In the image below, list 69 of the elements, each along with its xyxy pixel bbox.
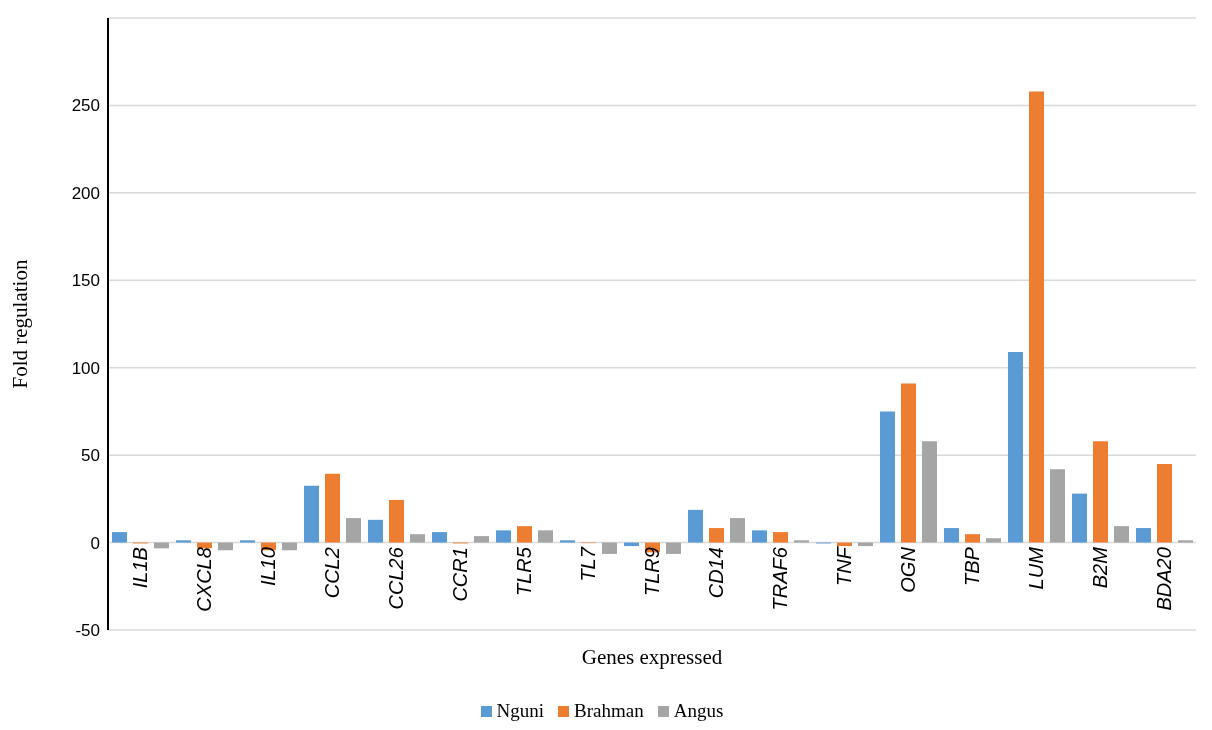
x-tick-label: OGN xyxy=(897,546,919,593)
bar xyxy=(773,532,788,543)
bar xyxy=(496,530,511,543)
bar xyxy=(517,526,532,543)
bar xyxy=(368,519,383,543)
x-tick-label: CXCL8 xyxy=(193,547,215,612)
x-tick-label: LUM xyxy=(1025,546,1047,590)
x-tick-label: TNF xyxy=(833,545,855,587)
bar xyxy=(922,441,937,543)
y-axis-title: Fold regulation xyxy=(8,259,33,389)
bar xyxy=(944,528,959,543)
x-tick-label: CCL2 xyxy=(321,547,343,599)
bar xyxy=(965,534,980,543)
bar xyxy=(112,532,127,543)
bar xyxy=(1029,91,1044,543)
bar xyxy=(432,532,447,543)
bar xyxy=(240,540,255,543)
legend-label: Brahman xyxy=(574,700,644,722)
x-tick-label: TLR5 xyxy=(513,546,535,597)
bar xyxy=(1178,540,1193,543)
x-tick-label: IL10 xyxy=(257,547,279,587)
x-tick-label: BDA20 xyxy=(1153,547,1175,611)
x-tick-label: CCR1 xyxy=(449,547,471,602)
y-tick-label: 0 xyxy=(90,533,100,553)
bar xyxy=(794,540,809,543)
x-tick-label: IL1B xyxy=(129,547,151,589)
x-tick-label: TBP xyxy=(961,546,983,587)
legend-label: Angus xyxy=(673,700,724,722)
x-tick-label: B2M xyxy=(1089,546,1111,589)
bar xyxy=(389,499,404,543)
bar xyxy=(709,528,724,543)
y-tick-label: 200 xyxy=(71,183,100,203)
y-tick-label: 250 xyxy=(71,96,100,116)
legend-label: Nguni xyxy=(496,700,545,722)
bar xyxy=(538,530,553,543)
bar xyxy=(1114,526,1129,543)
bar xyxy=(901,383,916,543)
bar xyxy=(474,536,489,543)
y-tick-label: 150 xyxy=(71,271,100,291)
x-tick-label: TRAF6 xyxy=(769,546,791,611)
x-tick-label: TLR9 xyxy=(641,547,663,597)
bar xyxy=(730,518,745,543)
bar xyxy=(1072,493,1087,543)
bar xyxy=(410,534,425,543)
bar xyxy=(1093,441,1108,543)
bar xyxy=(304,485,319,543)
bar xyxy=(560,540,575,543)
bar xyxy=(666,542,681,554)
bar xyxy=(688,509,703,543)
bar xyxy=(880,411,895,543)
bar xyxy=(1050,469,1065,543)
bar xyxy=(282,542,297,551)
y-tick-label: -50 xyxy=(75,621,100,641)
bar xyxy=(986,538,1001,543)
x-tick-label: CD14 xyxy=(705,547,727,599)
bar xyxy=(602,542,617,554)
bar xyxy=(346,518,361,543)
bar xyxy=(176,540,191,543)
x-tick-label: CCL26 xyxy=(385,546,407,610)
bar xyxy=(325,473,340,543)
x-tick-label: TL7 xyxy=(577,546,599,582)
bar xyxy=(218,542,233,551)
y-tick-label: 50 xyxy=(81,446,100,466)
bar xyxy=(752,530,767,543)
bar xyxy=(1136,528,1151,543)
y-tick-label: 100 xyxy=(71,358,100,378)
bar xyxy=(1157,463,1172,543)
x-axis-title: Genes expressed xyxy=(581,645,723,669)
bar xyxy=(1008,351,1023,543)
